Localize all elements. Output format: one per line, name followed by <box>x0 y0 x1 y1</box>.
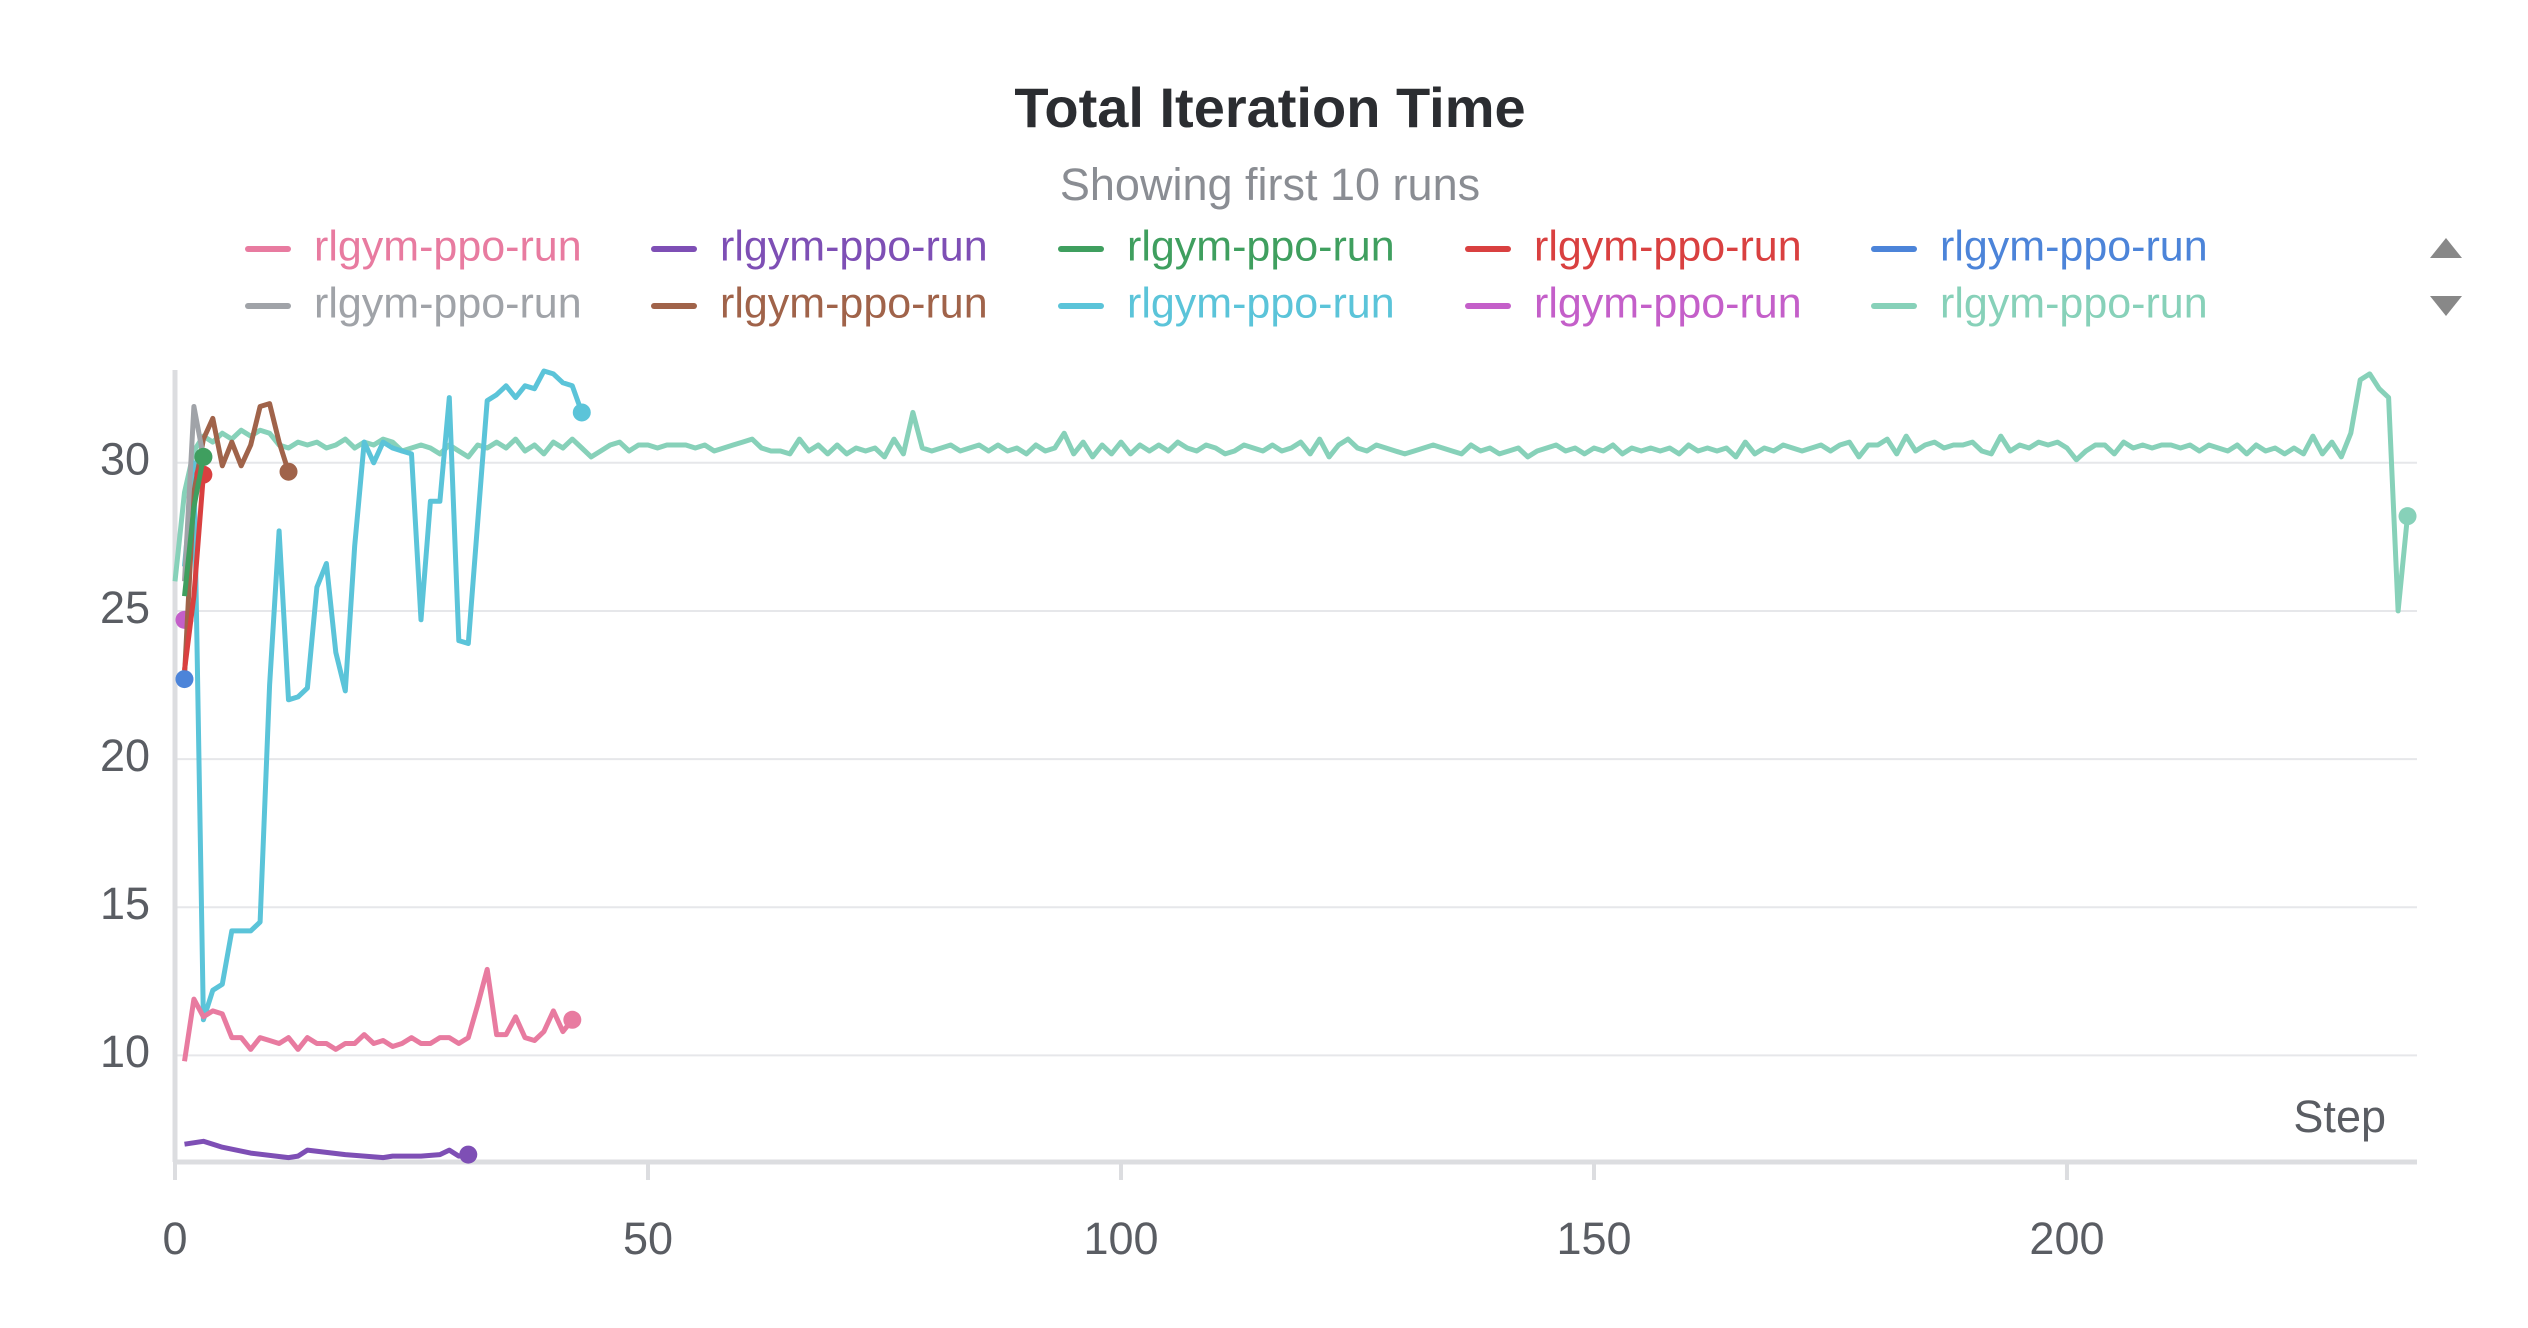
series-end-point <box>2398 507 2417 526</box>
series-end-point <box>563 1010 582 1029</box>
legend-label: rlgym-ppo-run <box>1940 279 2208 327</box>
series-line <box>182 474 206 671</box>
legend-label: rlgym-ppo-run <box>314 222 582 270</box>
x-tick-label: 0 <box>162 1213 187 1264</box>
legend-scroll-down[interactable] <box>2430 296 2462 316</box>
series-line <box>182 368 585 1023</box>
x-tick-label: 50 <box>623 1213 673 1264</box>
series-line <box>182 456 206 597</box>
chart-subtitle: Showing first 10 runs <box>1060 159 1480 210</box>
series-line <box>182 404 206 582</box>
series-end-point <box>175 670 194 689</box>
chart-title: Total Iteration Time <box>1014 76 1525 139</box>
legend-label: rlgym-ppo-run <box>1127 222 1395 270</box>
series-end-point <box>459 1145 478 1164</box>
legend-label: rlgym-ppo-run <box>1127 279 1395 327</box>
x-axis-label: Step <box>2293 1091 2386 1142</box>
y-tick-label: 15 <box>100 878 150 929</box>
series-end-point <box>279 462 298 481</box>
legend-label: rlgym-ppo-run <box>720 222 988 270</box>
series-line <box>172 371 2410 614</box>
legend-label: rlgym-ppo-run <box>314 279 582 327</box>
series-end-point <box>194 447 213 466</box>
y-tick-label: 20 <box>100 730 150 781</box>
y-tick-label: 10 <box>100 1026 150 1077</box>
y-tick-label: 25 <box>100 582 150 633</box>
series-line <box>184 1138 469 1161</box>
y-tick-label: 30 <box>100 434 150 485</box>
legend-label: rlgym-ppo-run <box>1940 222 2208 270</box>
legend-label: rlgym-ppo-run <box>1534 279 1802 327</box>
legend-label: rlgym-ppo-run <box>1534 222 1802 270</box>
x-tick-label: 200 <box>2029 1213 2104 1264</box>
x-tick-label: 150 <box>1556 1213 1631 1264</box>
x-tick-label: 100 <box>1083 1213 1158 1264</box>
series-end-point <box>572 403 591 422</box>
legend-scroll-up[interactable] <box>2430 238 2462 258</box>
legend-label: rlgym-ppo-run <box>720 279 988 327</box>
plot-area <box>172 368 2417 1164</box>
series-line <box>182 966 575 1062</box>
